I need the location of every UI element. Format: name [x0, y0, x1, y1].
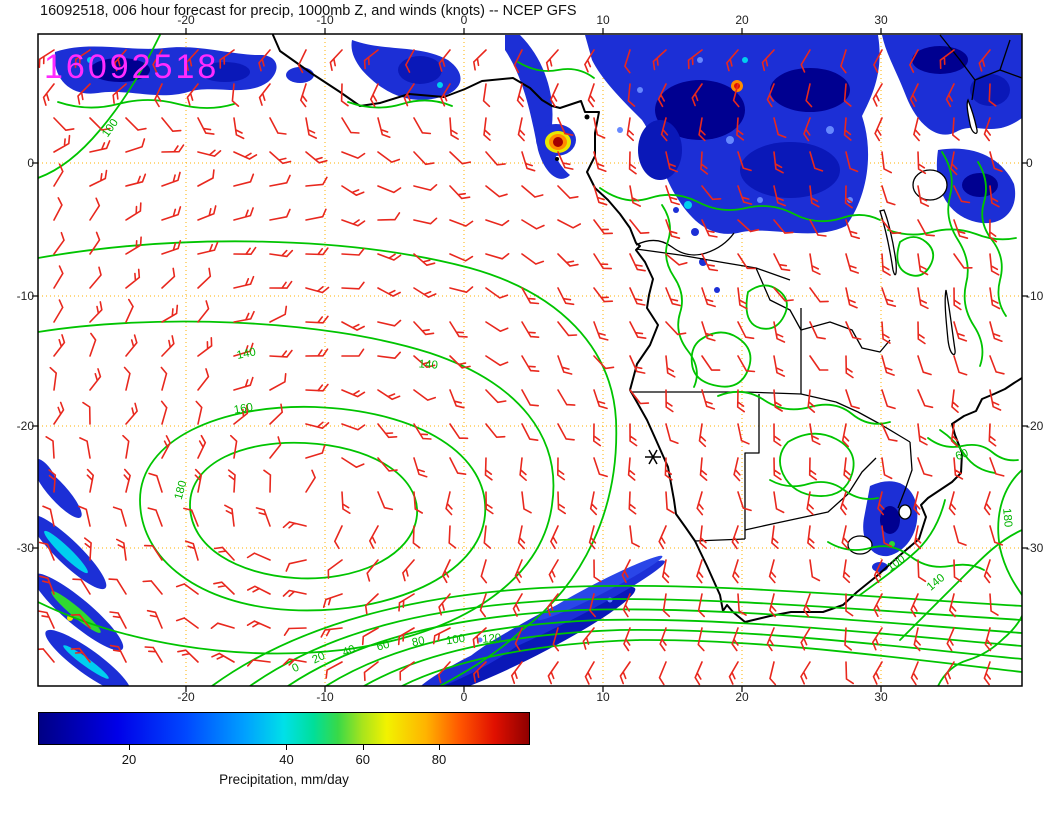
colorbar-tick: 40 — [279, 745, 294, 767]
x-tick-top: 10 — [596, 13, 610, 27]
run-id-watermark: 16092518 — [44, 48, 219, 86]
y-tick-left: -30 — [16, 541, 34, 555]
x-tick-top: 20 — [735, 13, 749, 27]
y-tick-left: 0 — [27, 156, 34, 170]
colorbar-tick-label: 20 — [121, 752, 137, 767]
x-tick-bottom: 0 — [460, 690, 468, 704]
contour-label: 180 — [173, 479, 190, 501]
x-tick-bottom: -20 — [177, 690, 195, 704]
wind-barbs-layer — [38, 49, 1005, 686]
x-tick-top: 0 — [460, 13, 468, 27]
y-tick-right: 0 — [1026, 156, 1033, 170]
contour-labels: 100 140 140 160 180 0 20 40 60 80 100 12… — [100, 117, 1014, 675]
colorbar-label: Precipitation, mm/day — [219, 772, 349, 787]
y-tick-right: -30 — [1026, 541, 1044, 555]
coastlines — [272, 34, 1022, 623]
height-contours — [38, 34, 1022, 686]
plot-title: 16092518, 006 hour forecast for precip, … — [40, 3, 577, 19]
x-tick-bottom: 30 — [874, 690, 888, 704]
colorbar-tick-label: 40 — [279, 752, 294, 767]
colorbar-tick-label: 60 — [355, 752, 370, 767]
colorbar-tick: 80 — [432, 745, 446, 767]
x-tick-top: -10 — [316, 13, 334, 27]
y-tick-right: -10 — [1026, 289, 1044, 303]
contour-label: 100 — [100, 117, 121, 140]
colorbar: 20 40 60 80 Precipitation, mm/day — [38, 712, 530, 787]
precip-shading — [38, 35, 1022, 686]
x-tick-top: -20 — [177, 13, 195, 27]
contour-label: 20 — [310, 650, 327, 666]
contour-label: 140 — [925, 572, 947, 594]
contour-label: 100 — [885, 553, 908, 574]
colorbar-tick-label: 80 — [431, 752, 447, 767]
contour-label: 140 — [236, 346, 257, 362]
contour-label: 0 — [290, 661, 301, 675]
contour-label: 180 — [1000, 508, 1014, 528]
contour-label: 60 — [954, 447, 970, 463]
contour-label: 60 — [375, 639, 390, 654]
station-marker-icon — [645, 449, 661, 465]
contour-label: 100 — [445, 633, 466, 648]
contour-label: 120 — [482, 632, 502, 646]
contour-label: 160 — [233, 401, 254, 416]
colorbar-tick: 60 — [355, 745, 370, 767]
contour-label: 40 — [341, 643, 357, 659]
contour-label: 80 — [411, 635, 426, 649]
x-tick-bottom: -10 — [316, 690, 334, 704]
y-tick-left: -20 — [16, 419, 34, 433]
colorbar-tick: 20 — [122, 745, 136, 767]
y-tick-left: -10 — [16, 289, 34, 303]
map-frame — [32, 28, 1028, 692]
y-tick-right: -20 — [1026, 419, 1044, 433]
x-tick-top: 30 — [874, 13, 888, 27]
contour-label: 140 — [418, 358, 438, 371]
colorbar-ticks: 20 40 60 80 — [38, 745, 530, 771]
colorbar-gradient — [38, 712, 530, 745]
x-tick-bottom: 20 — [735, 690, 749, 704]
x-tick-bottom: 10 — [596, 690, 610, 704]
